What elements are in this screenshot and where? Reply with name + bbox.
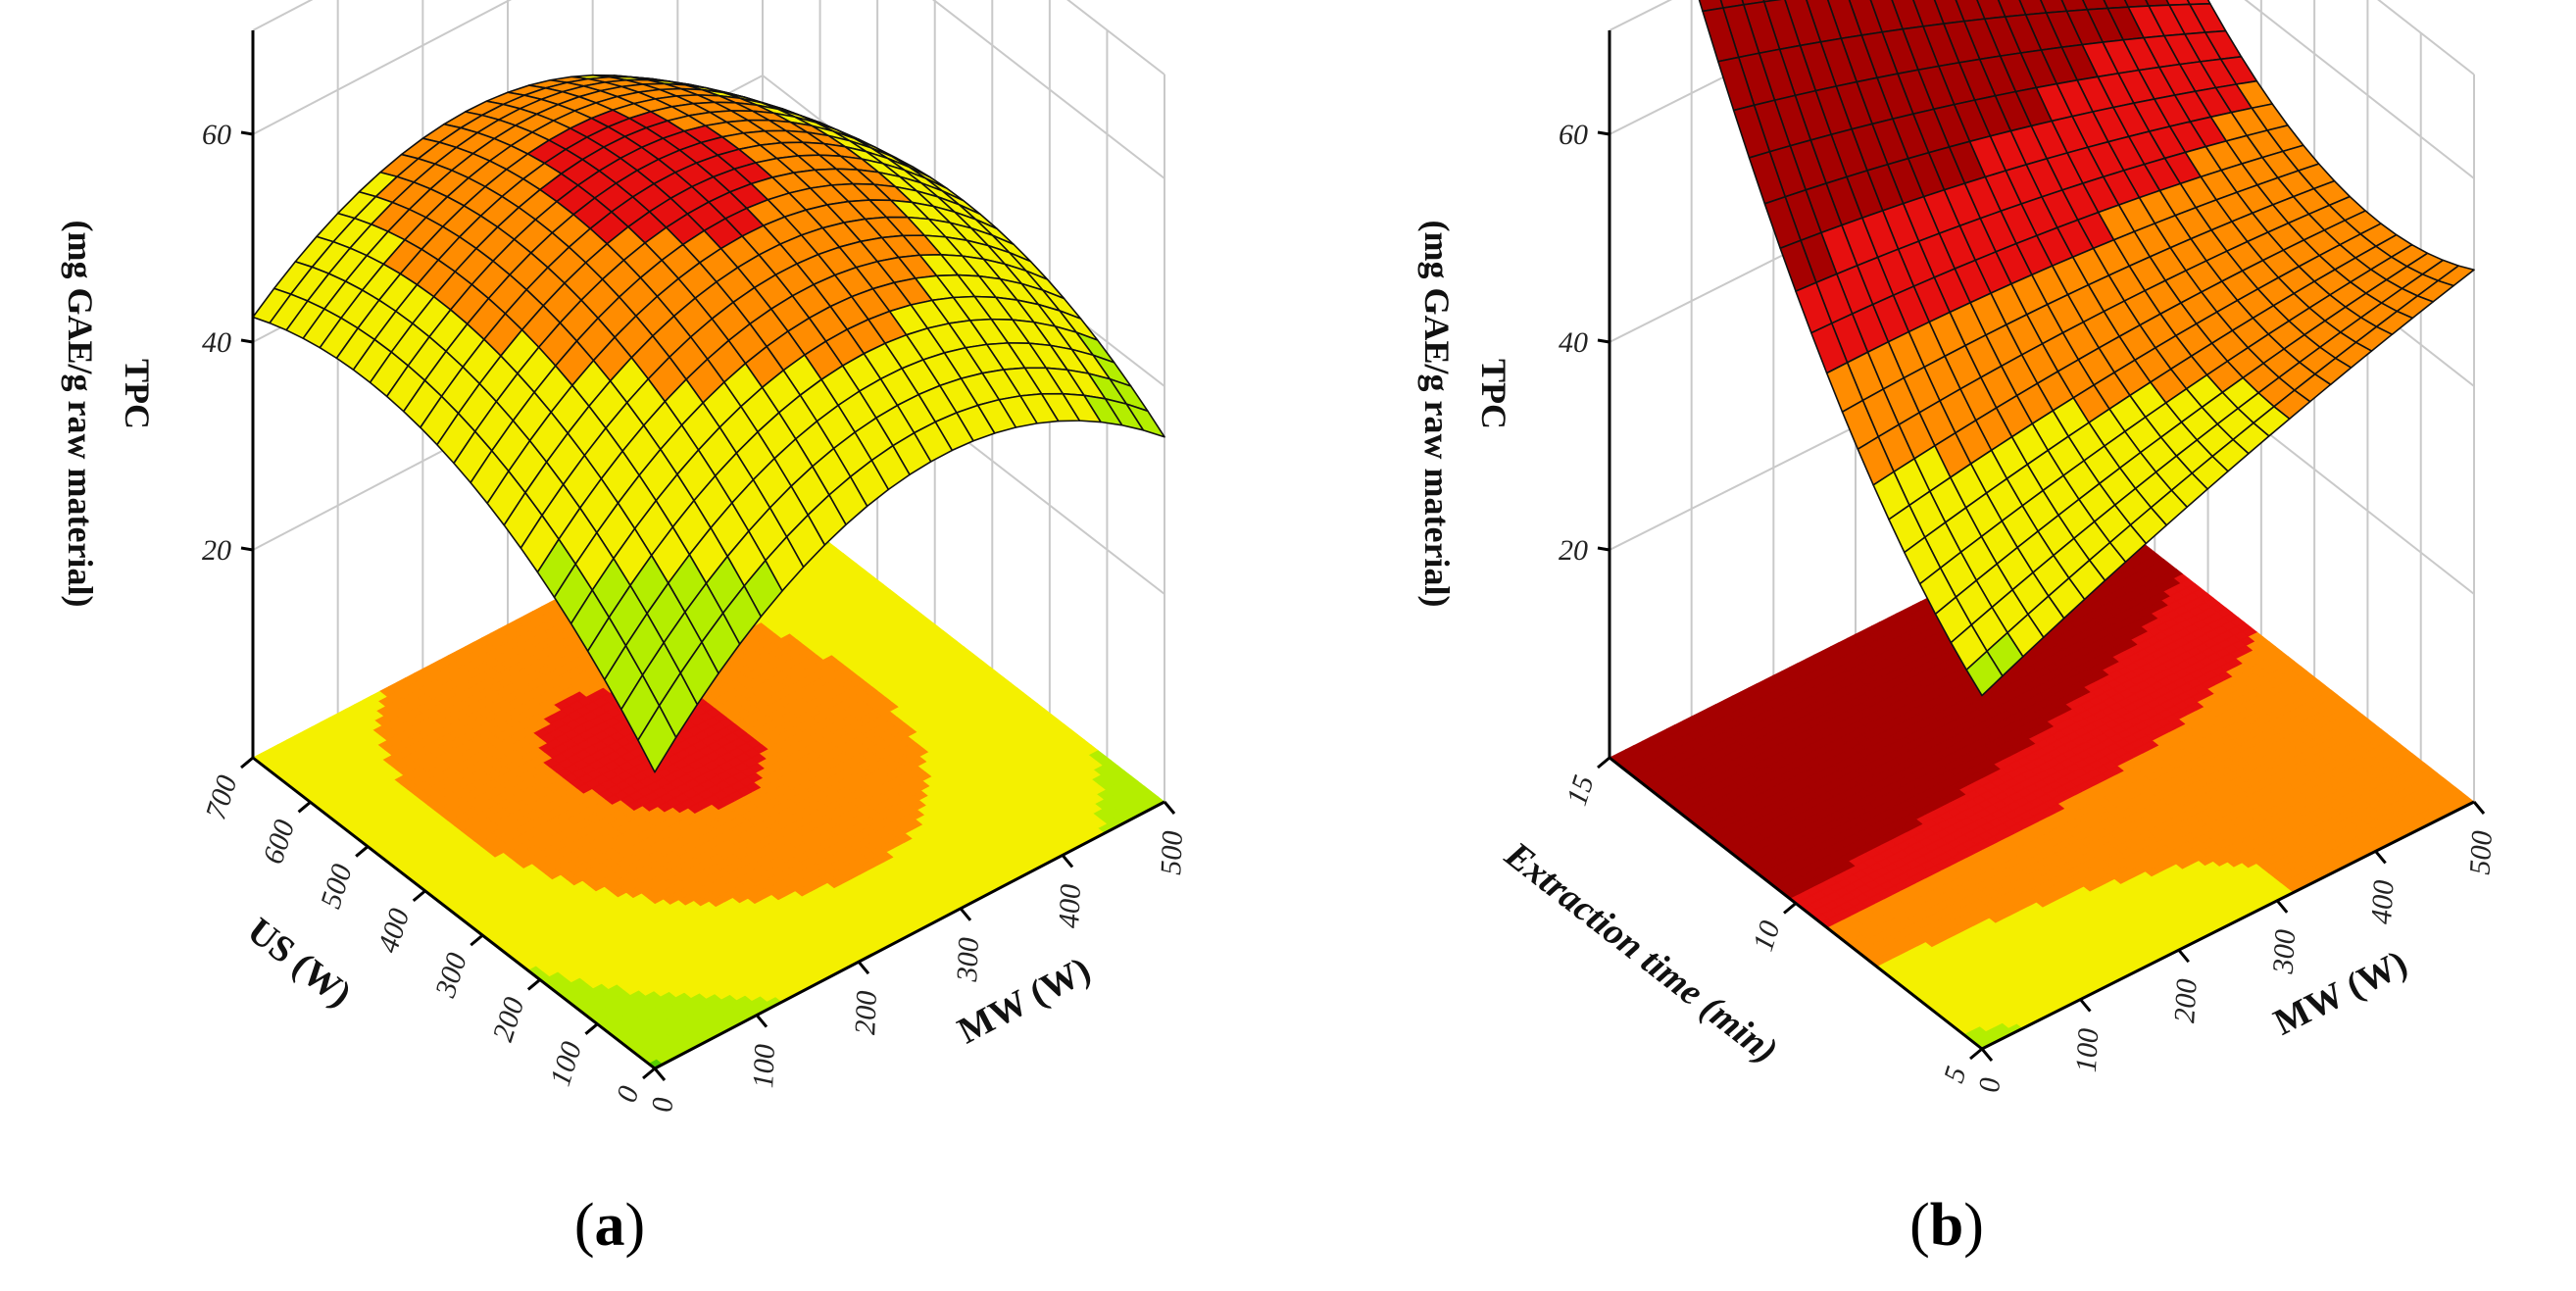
z-axis-title-line1: TPC [1474, 359, 1513, 429]
x-tick-label: 200 [849, 990, 883, 1035]
z-tick-label: 60 [202, 119, 231, 151]
x-tick-label: 0 [646, 1097, 679, 1113]
y-tick-label: 100 [544, 1038, 588, 1090]
x-tick-label: 400 [2365, 879, 2401, 925]
y-axis-title: US (W) [239, 910, 359, 1015]
z-tick-label: 40 [1559, 326, 1588, 359]
y-tick-label: 0 [611, 1082, 646, 1106]
chart-panel-b: 0 100 200 300 400 500 5 10 15 20 40 60 MW (W) Extract… [1288, 0, 2576, 1291]
z-tick-label: 60 [1559, 119, 1588, 151]
y-tick-label: 600 [257, 816, 301, 868]
contour-floor [1609, 510, 2475, 1050]
x-tick-label: 300 [951, 937, 985, 983]
z-axis-title-line1: TPC [118, 359, 157, 429]
y-tick-label: 500 [315, 861, 359, 913]
response-surface [1698, 0, 2475, 697]
surface-plot-a: 0 100 200 300 400 500 0 100 200 300 400 500 600 700 20… [61, 0, 1189, 1113]
y-tick-label: 10 [1747, 917, 1787, 955]
y-tick-label: 15 [1560, 771, 1601, 810]
x-tick-label: 0 [1973, 1076, 2006, 1093]
y-tick-label: 200 [486, 994, 530, 1046]
z-axis-title-line2: (mg GAE/g raw material) [61, 221, 100, 608]
y-tick-label: 700 [200, 771, 244, 823]
x-tick-label: 500 [1155, 830, 1189, 875]
z-tick-label: 20 [1559, 534, 1588, 567]
y-tick-label: 400 [372, 905, 416, 957]
z-axis-title-line2: (mg GAE/g raw material) [1417, 221, 1457, 608]
y-axis-title: Extraction time (min) [1497, 833, 1785, 1071]
chart-panel-a: 0 100 200 300 400 500 0 100 200 300 400 500 600 700 20… [61, 0, 1189, 1259]
x-tick-label: 100 [747, 1044, 781, 1089]
x-tick-label: 300 [2267, 928, 2303, 975]
x-tick-label: 400 [1053, 883, 1087, 928]
x-tick-label: 500 [2463, 829, 2499, 875]
y-tick-label: 5 [1938, 1063, 1973, 1086]
x-tick-label: 200 [2168, 978, 2204, 1024]
panel-label-b: (b) [1909, 1192, 1984, 1259]
z-tick-label: 40 [202, 326, 231, 359]
y-tick-label: 300 [429, 949, 473, 1002]
z-tick-label: 20 [202, 534, 231, 567]
panel-label-a: (a) [573, 1192, 646, 1259]
response-surface [252, 74, 1165, 773]
x-tick-label: 100 [2070, 1027, 2105, 1073]
